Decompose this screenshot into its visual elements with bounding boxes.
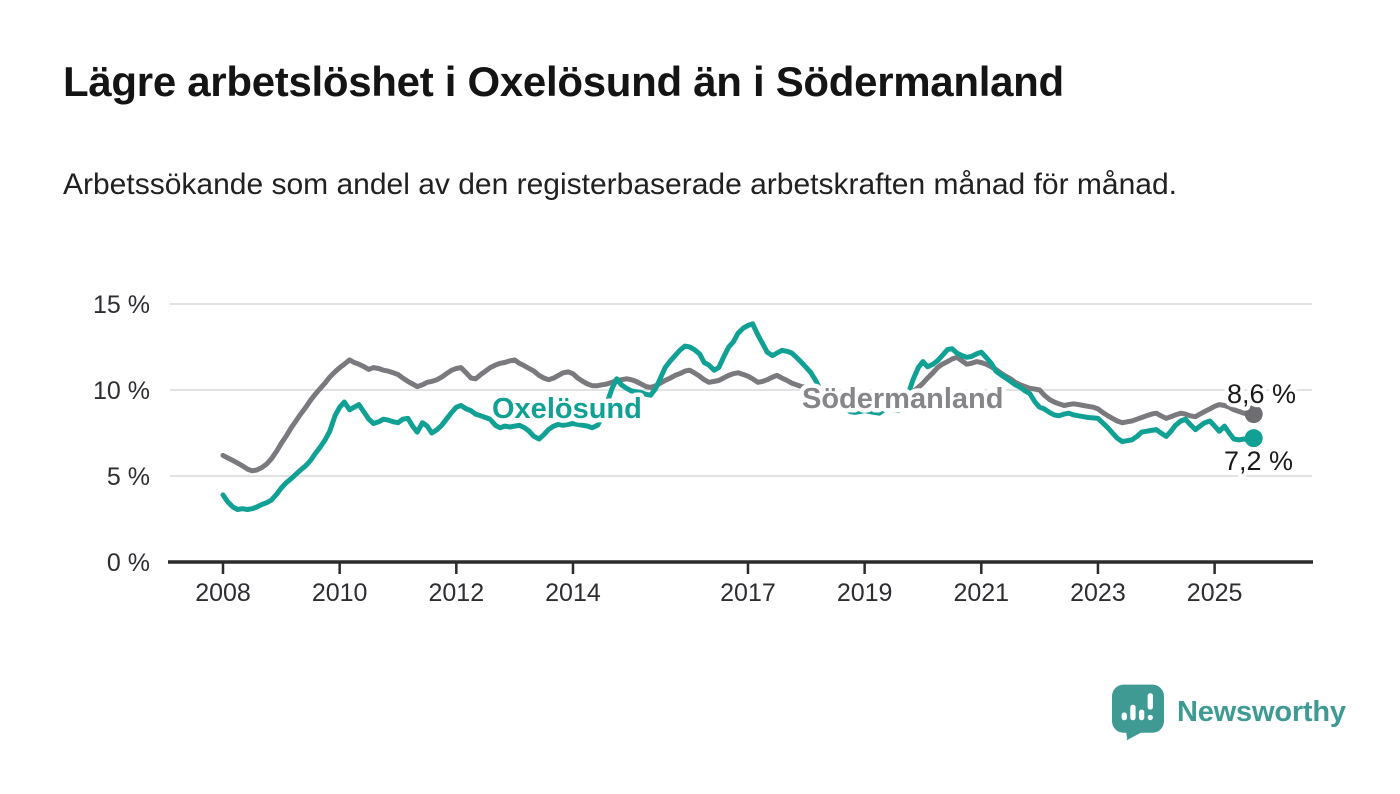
- logo-bar-1: [1121, 712, 1127, 721]
- logo-bar-2: [1130, 704, 1136, 721]
- series-line-oxelösund: [220, 321, 1257, 512]
- x-axis-tick-label: 2019: [837, 579, 893, 607]
- newsworthy-logo-icon: [1112, 684, 1164, 741]
- x-axis-tick-label: 2017: [720, 579, 776, 607]
- x-axis-tick-label: 2025: [1187, 579, 1243, 607]
- series-label-oxelösund: Oxelösund: [492, 393, 642, 425]
- end-value-label: 8,6 %: [1227, 379, 1296, 409]
- logo-bubble-tail: [1125, 726, 1141, 741]
- series-line-södermanland: [220, 354, 1257, 474]
- series-label-södermanland: Södermanland: [802, 383, 1003, 415]
- y-axis-tick-label: 10 %: [93, 377, 150, 405]
- unemployment-line-chart: 0 % 5 % 10 % 15 % 2008 2010 2012 2014 2017 2019 20…: [93, 291, 1313, 607]
- page-title: Lägre arbetslöshet i Oxelösund än i Söde…: [63, 58, 1064, 105]
- end-dot-södermanland: [1244, 405, 1263, 424]
- x-axis-tick-label: 2010: [312, 579, 368, 607]
- x-axis-tick-label: 2008: [195, 579, 251, 607]
- x-axis-tick-label: 2023: [1070, 579, 1126, 607]
- x-axis-tick-label: 2014: [545, 579, 601, 607]
- y-axis-tick-label: 0 %: [107, 549, 150, 577]
- x-axis-tick-label: 2012: [429, 579, 485, 607]
- y-axis-tick-label: 5 %: [107, 463, 150, 491]
- logo-exclamation-dot: [1147, 714, 1153, 721]
- end-dot-oxelösund: [1244, 429, 1263, 448]
- chart-subtitle: Arbetssökande som andel av den registerb…: [63, 168, 1177, 201]
- logo-bubble-shape: [1112, 684, 1164, 741]
- newsworthy-brand-name: Newsworthy: [1177, 696, 1346, 728]
- y-axis-tick-label: 15 %: [93, 291, 150, 319]
- newsworthy-brand: Newsworthy: [1112, 684, 1346, 741]
- end-value-label: 7,2 %: [1224, 446, 1293, 476]
- logo-exclamation-bar: [1147, 693, 1153, 710]
- x-axis-tick-label: 2021: [953, 579, 1009, 607]
- logo-bar-3: [1138, 709, 1145, 721]
